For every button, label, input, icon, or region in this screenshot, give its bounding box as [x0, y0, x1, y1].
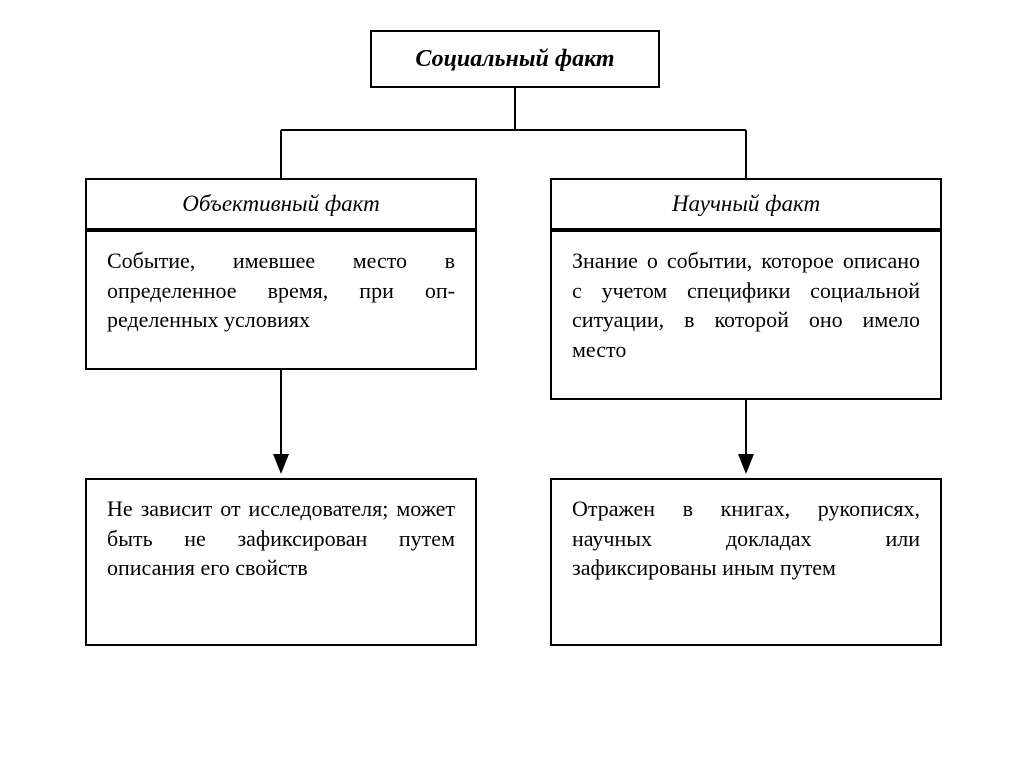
- fork-path: [281, 88, 746, 178]
- root-label: Социальный факт: [415, 46, 614, 73]
- right-bottom-box: Отражен в книгах, рукопи­сях, научных до…: [550, 478, 942, 646]
- left-bottom-box: Не зависит от исследовате­ля; может быть…: [85, 478, 477, 646]
- left-middle-text: Событие, имевшее место в определенное вр…: [107, 246, 455, 335]
- left-header-box: Объективный факт: [85, 178, 477, 230]
- left-middle-box: Событие, имевшее место в определенное вр…: [85, 230, 477, 370]
- root-box: Социальный факт: [370, 30, 660, 88]
- right-middle-text: Знание о событии, которое описано с учет…: [572, 246, 920, 365]
- right-middle-box: Знание о событии, которое описано с учет…: [550, 230, 942, 400]
- left-bottom-text: Не зависит от исследовате­ля; может быть…: [107, 494, 455, 583]
- right-bottom-text: Отражен в книгах, рукопи­сях, научных до…: [572, 494, 920, 583]
- left-header-label: Объективный факт: [182, 191, 379, 217]
- right-header-box: Научный факт: [550, 178, 942, 230]
- right-header-label: Научный факт: [672, 191, 820, 217]
